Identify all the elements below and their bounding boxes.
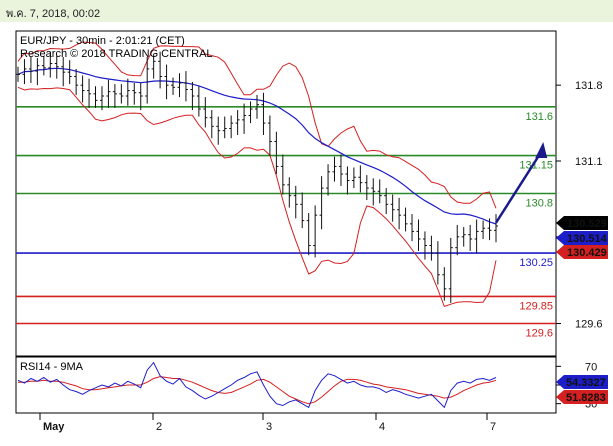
bollinger-bands xyxy=(17,41,497,308)
lower-band-line xyxy=(17,86,497,308)
price-badge-label: 130.429 xyxy=(567,247,607,259)
time-tick-label: May xyxy=(43,421,65,433)
rsi-title: RSI14 - 9MA xyxy=(20,361,84,373)
rsi-badge-bg xyxy=(556,390,608,404)
moving-average-line xyxy=(17,67,497,225)
level-label-support-1: 130.25 xyxy=(519,257,553,269)
rsi-badge-bg xyxy=(556,375,608,389)
chart-title: EUR/JPY - 30min - 2:01:21 (CET) xyxy=(20,35,185,47)
rsi-badge-label: 54.3327 xyxy=(566,377,606,389)
forecast-arrow-group xyxy=(494,142,548,224)
rsi-panel-frame xyxy=(15,356,557,414)
levels-group: 131.6 131.15 130.8 130.25 129.85 129.6 xyxy=(16,106,556,340)
price-tick-label: 131.8 xyxy=(575,80,603,92)
level-label-resistance-1: 131.15 xyxy=(519,160,553,172)
chart-subtitle: Research © 2018 TRADING CENTRAL xyxy=(20,48,213,60)
rsi-line xyxy=(17,361,497,409)
time-tick-label: 3 xyxy=(266,421,272,433)
level-label-support-2: 129.85 xyxy=(519,300,553,312)
rsi-ma-line xyxy=(18,376,497,405)
price-badge-bg xyxy=(556,245,608,259)
level-label-pivot: 130.8 xyxy=(525,198,553,210)
header-bar: พ.ค. 7, 2018, 00:02 xyxy=(0,0,613,22)
rsi-lines xyxy=(17,361,497,409)
price-badge-label: 130.529 xyxy=(567,218,607,230)
price-tick-label: 129.6 xyxy=(575,319,603,331)
rsi-badge-label: 51.8283 xyxy=(566,392,606,404)
time-tick-label: 7 xyxy=(490,421,496,433)
forecast-arrow-shaft xyxy=(494,151,543,224)
price-tick-label: 131.1 xyxy=(575,156,603,168)
time-axis: May 2 3 4 7 xyxy=(39,413,496,433)
price-badge-label: 130.514 xyxy=(567,233,608,245)
forecast-arrow-head xyxy=(535,142,548,158)
price-badge-bg xyxy=(556,231,608,245)
timestamp-label: พ.ค. 7, 2018, 00:02 xyxy=(6,8,101,20)
time-tick-label: 2 xyxy=(156,421,162,433)
rsi-tick-label: 70 xyxy=(585,361,597,373)
price-badges: 130.529 130.514 130.429 xyxy=(556,216,608,259)
level-label-resistance-2: 131.6 xyxy=(525,111,553,123)
level-label-support-3: 129.6 xyxy=(525,328,553,340)
time-tick-label: 4 xyxy=(379,421,385,433)
price-badge-bg xyxy=(556,216,608,230)
upper-band-line xyxy=(17,41,497,209)
price-bars xyxy=(16,51,498,303)
